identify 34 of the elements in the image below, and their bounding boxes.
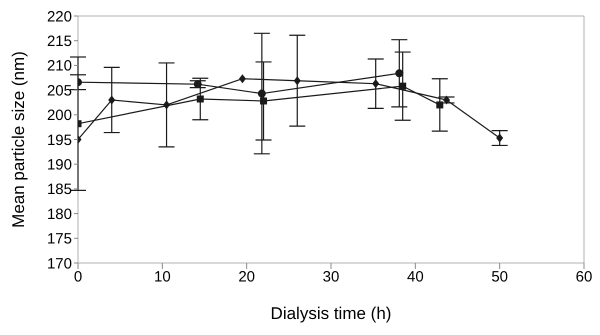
- x-tick-label: 60: [576, 268, 592, 286]
- point: [496, 134, 504, 143]
- point: [196, 95, 204, 102]
- point: [108, 95, 116, 104]
- y-tick-label: 180: [46, 206, 72, 223]
- x-tick-label: 20: [238, 268, 256, 286]
- y-tick-label: 170: [46, 255, 72, 272]
- y-tick-label: 185: [46, 181, 72, 198]
- y-tick-label: 175: [46, 230, 72, 248]
- y-tick-label: 195: [46, 132, 72, 149]
- y-tick-label: 210: [46, 58, 72, 75]
- point: [443, 95, 450, 104]
- x-tick-label: 30: [322, 268, 340, 286]
- x-tick-label: 0: [74, 268, 82, 286]
- point: [238, 74, 246, 84]
- point: [163, 100, 170, 110]
- x-axis-title: Dialysis time (h): [270, 304, 392, 323]
- point: [294, 76, 301, 86]
- point: [258, 90, 266, 98]
- point: [260, 97, 268, 104]
- point: [395, 69, 404, 78]
- y-tick-label: 205: [46, 82, 72, 100]
- point: [372, 79, 380, 88]
- y-tick-label: 215: [46, 33, 72, 50]
- x-tick-label: 50: [491, 268, 508, 286]
- point: [436, 101, 444, 108]
- y-tick-label: 190: [46, 156, 72, 174]
- point: [194, 80, 202, 88]
- y-tick-label: 200: [46, 107, 72, 124]
- y-tick-label: 220: [46, 8, 72, 26]
- x-tick-label: 40: [406, 268, 424, 286]
- x-tick-label: 10: [154, 268, 171, 286]
- y-axis-title: Mean particle size (nm): [9, 51, 28, 228]
- point: [399, 82, 406, 90]
